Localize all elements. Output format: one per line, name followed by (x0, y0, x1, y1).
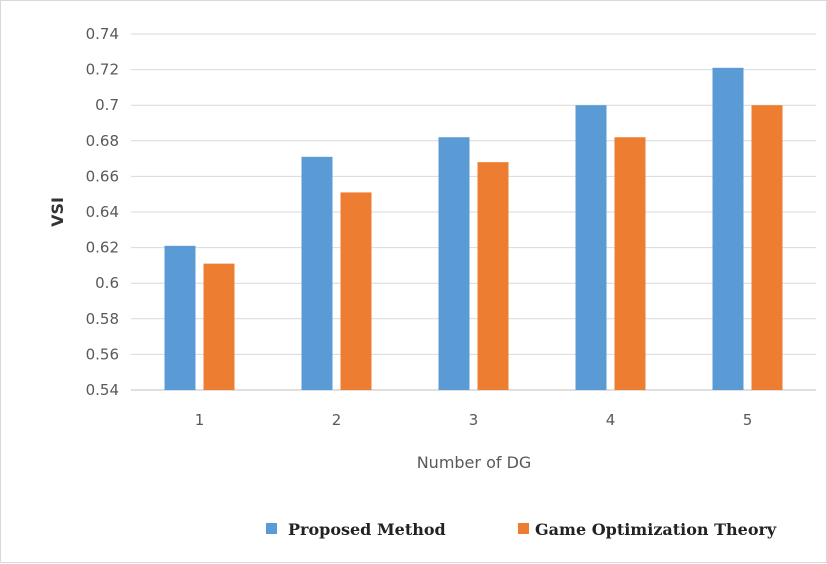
y-tick-label: 0.56 (86, 345, 119, 363)
x-tick-label: 3 (469, 411, 479, 429)
bars (164, 67, 783, 390)
legend-label-proposed-method: Proposed Method (288, 520, 446, 539)
legend-swatch-proposed-method (266, 523, 277, 534)
y-tick-label: 0.68 (86, 132, 119, 150)
y-tick-label: 0.54 (86, 381, 119, 399)
y-axis-title: VSI (48, 197, 67, 227)
y-tick-label: 0.72 (86, 61, 119, 79)
y-tick-label: 0.6 (95, 274, 119, 292)
y-tick-label: 0.58 (86, 310, 119, 328)
y-axis-ticks: 0.54 0.56 0.58 0.6 0.62 0.64 0.66 0.68 0.7 0.72 0.… (86, 25, 119, 399)
x-axis-title: Number of DG (417, 453, 532, 472)
x-tick-label: 1 (195, 411, 205, 429)
gridlines (131, 33, 816, 391)
y-tick-label: 0.66 (86, 167, 119, 185)
y-tick-label: 0.74 (86, 25, 119, 43)
bar-game-optimization-theory-3 (477, 162, 509, 390)
legend-swatch-game-optimization-theory (518, 523, 529, 534)
bar-proposed-method-5 (712, 67, 744, 390)
bar-proposed-method-1 (164, 245, 196, 390)
y-tick-label: 0.62 (86, 239, 119, 257)
bar-proposed-method-2 (301, 156, 333, 390)
bar-game-optimization-theory-4 (614, 137, 646, 390)
bar-game-optimization-theory-5 (751, 105, 783, 390)
legend-label-game-optimization-theory: Game Optimization Theory (535, 520, 777, 539)
bar-proposed-method-3 (438, 137, 470, 390)
x-tick-label: 2 (332, 411, 342, 429)
bar-proposed-method-4 (575, 105, 607, 390)
y-tick-label: 0.64 (86, 203, 119, 221)
bar-game-optimization-theory-2 (340, 192, 372, 390)
bar-game-optimization-theory-1 (203, 263, 235, 390)
y-tick-label: 0.7 (95, 96, 119, 114)
x-tick-label: 5 (743, 411, 753, 429)
x-axis-ticks: 1 2 3 4 5 (195, 411, 753, 429)
x-tick-label: 4 (606, 411, 616, 429)
legend: Proposed Method Game Optimization Theory (266, 520, 777, 539)
